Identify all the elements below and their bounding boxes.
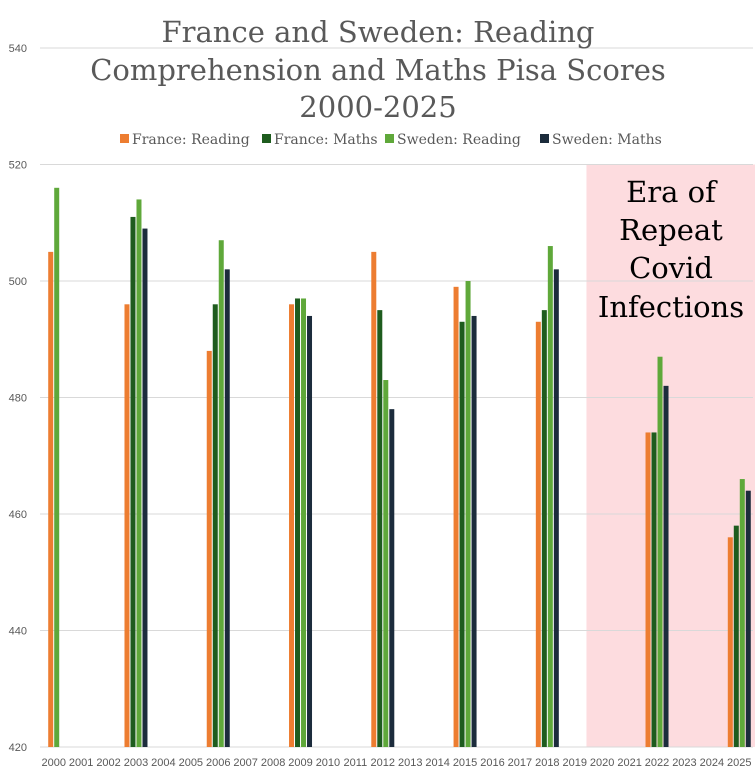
- legend-label-sweden-reading: Sweden: Reading: [397, 132, 521, 148]
- x-tick-label-2001: 2001: [69, 757, 93, 769]
- bar-france-maths-2012: [377, 310, 383, 747]
- bar-sweden-reading-2003: [136, 199, 142, 747]
- x-tick-label-2022: 2022: [645, 757, 669, 769]
- legend-swatch-sweden-maths: [540, 134, 549, 143]
- bar-sweden-maths-2006: [224, 269, 230, 747]
- bar-sweden-reading-2000: [54, 187, 60, 748]
- x-tick-label-2009: 2009: [288, 757, 312, 769]
- bar-sweden-reading-2018: [547, 246, 553, 748]
- x-tick-label-2011: 2011: [344, 757, 368, 769]
- y-tick-label-520: 520: [9, 160, 27, 172]
- legend-label-france-reading: France: Reading: [132, 132, 250, 148]
- x-tick-label-2003: 2003: [124, 757, 148, 769]
- bar-france-maths-2015: [459, 321, 465, 747]
- bar-france-maths-2003: [130, 216, 136, 748]
- bar-sweden-reading-2025: [739, 479, 745, 747]
- bar-france-maths-2009: [295, 298, 301, 747]
- legend-swatch-sweden-reading: [385, 134, 394, 143]
- bar-sweden-reading-2012: [383, 380, 389, 747]
- era-text-line-4: Infections: [598, 290, 744, 324]
- bar-sweden-maths-2015: [471, 315, 477, 747]
- bar-france-reading-2000: [48, 251, 54, 747]
- y-tick-label-540: 540: [9, 43, 27, 55]
- bar-france-reading-2018: [535, 321, 541, 747]
- x-tick-label-2002: 2002: [96, 757, 120, 769]
- bar-sweden-maths-2012: [389, 409, 395, 747]
- x-tick-label-2007: 2007: [233, 757, 257, 769]
- bar-sweden-reading-2006: [218, 240, 224, 747]
- y-tick-label-440: 440: [9, 626, 27, 638]
- y-tick-label-460: 460: [9, 509, 27, 521]
- x-tick-label-2005: 2005: [179, 757, 203, 769]
- x-tick-label-2015: 2015: [453, 757, 477, 769]
- legend-swatch-france-reading: [120, 134, 129, 143]
- bar-sweden-maths-2018: [553, 269, 559, 747]
- x-tick-label-2004: 2004: [151, 757, 175, 769]
- bar-sweden-maths-2025: [745, 490, 751, 747]
- bar-france-reading-2003: [124, 304, 130, 747]
- bar-sweden-maths-2003: [142, 228, 148, 747]
- bar-france-reading-2022: [645, 432, 651, 747]
- bar-sweden-reading-2015: [465, 281, 471, 747]
- y-tick-label-500: 500: [9, 276, 27, 288]
- x-tick-label-2018: 2018: [535, 757, 559, 769]
- x-tick-label-2025: 2025: [727, 757, 751, 769]
- legend-label-sweden-maths: Sweden: Maths: [552, 132, 662, 148]
- era-text-line-2: Repeat: [619, 213, 723, 247]
- x-tick-label-2019: 2019: [563, 757, 587, 769]
- era-annotation: Era of Repeat Covid Infections: [598, 175, 744, 324]
- bar-france-maths-2018: [541, 310, 547, 747]
- bar-sweden-maths-2022: [663, 385, 669, 747]
- x-tick-label-2017: 2017: [508, 757, 532, 769]
- x-tick-label-2016: 2016: [480, 757, 504, 769]
- x-tick-label-2013: 2013: [398, 757, 422, 769]
- legend-label-france-maths: France: Maths: [274, 132, 378, 148]
- era-text-line-1: Era of: [626, 175, 718, 209]
- chart-title-line-2: Comprehension and Maths Pisa Scores: [90, 53, 666, 87]
- bar-france-reading-2009: [289, 304, 295, 747]
- bar-france-reading-2015: [453, 286, 459, 747]
- bar-france-maths-2006: [212, 304, 218, 747]
- bar-sweden-reading-2022: [657, 356, 663, 747]
- x-tick-label-2000: 2000: [41, 757, 65, 769]
- x-tick-label-2012: 2012: [371, 757, 395, 769]
- era-text-line-3: Covid: [629, 251, 713, 285]
- chart-title-line-1: France and Sweden: Reading: [162, 15, 595, 49]
- x-tick-label-2010: 2010: [316, 757, 340, 769]
- bar-sweden-reading-2009: [301, 298, 307, 747]
- chart-title-line-3: 2000-2025: [299, 90, 456, 124]
- y-tick-label-420: 420: [9, 742, 27, 754]
- bar-france-maths-2025: [733, 525, 739, 747]
- x-tick-label-2008: 2008: [261, 757, 285, 769]
- bar-france-maths-2022: [651, 432, 657, 747]
- x-tick-label-2023: 2023: [672, 757, 696, 769]
- legend: France: Reading France: Maths Sweden: Read…: [120, 132, 662, 148]
- bar-france-reading-2025: [727, 537, 733, 747]
- x-tick-label-2014: 2014: [425, 757, 449, 769]
- bar-france-reading-2012: [371, 251, 377, 747]
- x-tick-label-2020: 2020: [590, 757, 614, 769]
- legend-swatch-france-maths: [262, 134, 271, 143]
- bar-sweden-maths-2009: [307, 315, 313, 747]
- x-tick-label-2021: 2021: [617, 757, 641, 769]
- covid-era-shade: [586, 164, 755, 747]
- x-tick-label-2024: 2024: [700, 757, 724, 769]
- bar-france-reading-2006: [206, 350, 212, 747]
- y-tick-label-480: 480: [9, 393, 27, 405]
- x-tick-label-2006: 2006: [206, 757, 230, 769]
